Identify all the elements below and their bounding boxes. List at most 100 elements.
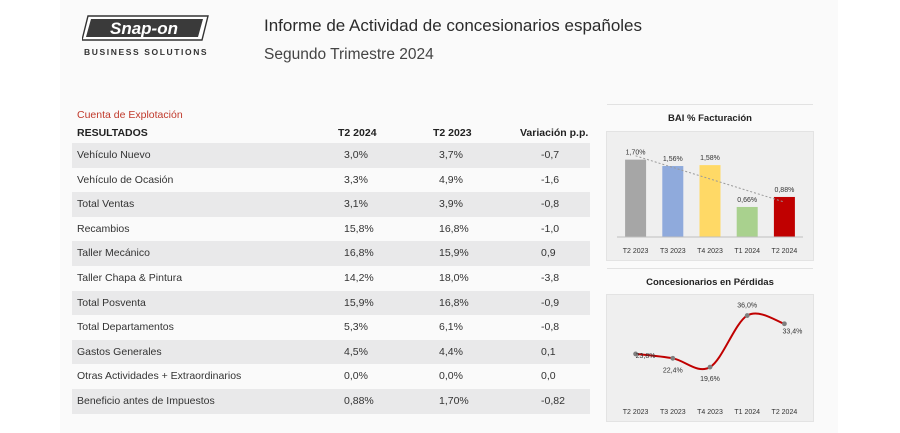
page-title: Informe de Actividad de concesionarios e… xyxy=(264,16,643,35)
x-tick-label: T2 2024 xyxy=(772,409,798,416)
value-t2-2024: 0,0% xyxy=(344,370,368,383)
trendline xyxy=(635,155,785,203)
header-resultados: RESULTADOS xyxy=(77,127,148,139)
bar-2 xyxy=(699,165,721,237)
bar-1 xyxy=(662,166,684,237)
table-row: Vehículo de Ocasión 3,3% 4,9% -1,6 xyxy=(72,168,590,193)
bar-value-label: 1,58% xyxy=(700,155,720,162)
header-t2-2024: T2 2024 xyxy=(338,127,377,139)
value-variacion: -0,8 xyxy=(541,198,560,211)
line-chart-panel: 23,8% T2 2023 22,4% T3 2023 19,6% T4 2023 36,0… xyxy=(606,294,814,422)
logo-tagline: BUSINESS SOLUTIONS xyxy=(84,47,209,57)
value-t2-2024: 4,5% xyxy=(344,345,368,358)
table-row: Otras Actividades + Extraordinarios 0,0% 0… xyxy=(72,364,590,389)
value-t2-2023: 4,9% xyxy=(439,173,463,186)
value-t2-2023: 18,0% xyxy=(439,271,469,284)
table-row: Vehículo Nuevo 3,0% 3,7% -0,7 xyxy=(72,143,590,168)
bar-value-label: 0,66% xyxy=(737,197,757,204)
x-tick-label: T3 2023 xyxy=(660,409,686,416)
page-subtitle: Segundo Trimestre 2024 xyxy=(264,46,434,63)
value-variacion: 0,9 xyxy=(541,247,556,260)
table-row: Gastos Generales 4,5% 4,4% 0,1 xyxy=(72,339,590,365)
point-value-label: 36,0% xyxy=(737,303,757,310)
x-tick-label: T4 2023 xyxy=(697,409,723,416)
value-t2-2024: 16,8% xyxy=(344,247,374,260)
value-variacion: 0,1 xyxy=(541,345,556,358)
x-tick-label: T3 2023 xyxy=(660,248,686,255)
line-point-0 xyxy=(633,351,638,357)
table-row: Total Departamentos 5,3% 6,1% -0,8 xyxy=(72,315,590,340)
x-tick-label: T2 2023 xyxy=(623,409,649,416)
divider xyxy=(607,268,813,269)
point-value-label: 23,8% xyxy=(636,353,656,360)
line-series xyxy=(635,312,785,371)
value-t2-2023: 3,7% xyxy=(439,149,463,161)
table-row: Total Posventa 15,9% 16,8% -0,9 xyxy=(72,290,590,316)
row-label: Recambios xyxy=(77,222,130,235)
bar-0 xyxy=(625,159,647,237)
bar-chart-panel: 1,70% T2 2023 1,56% T3 2023 1,58% T4 2023 0,66… xyxy=(606,131,814,261)
bar-chart: 1,70% T2 2023 1,56% T3 2023 1,58% T4 2023 0,66… xyxy=(617,150,803,255)
value-variacion: -3,8 xyxy=(541,271,560,284)
line-point-1 xyxy=(670,355,676,361)
value-t2-2024: 3,0% xyxy=(344,149,368,161)
header-t2-2023: T2 2023 xyxy=(433,127,472,139)
snap-on-logo: Snap-on BUSINESS SOLUTIONS xyxy=(82,14,212,62)
value-t2-2024: 3,3% xyxy=(344,173,368,186)
value-t2-2023: 6,1% xyxy=(439,321,463,334)
row-label: Total Departamentos xyxy=(77,321,174,334)
value-t2-2023: 0,0% xyxy=(439,370,463,383)
value-t2-2024: 14,2% xyxy=(344,271,374,284)
value-variacion: -0,82 xyxy=(541,394,565,407)
value-t2-2023: 3,9% xyxy=(439,198,463,211)
value-variacion: -0,7 xyxy=(541,149,560,161)
row-label: Total Ventas xyxy=(77,198,135,211)
point-value-label: 22,4% xyxy=(663,367,683,374)
value-t2-2024: 3,1% xyxy=(344,198,368,211)
x-tick-label: T4 2023 xyxy=(697,248,723,255)
x-tick-label: T1 2024 xyxy=(734,409,760,416)
value-t2-2024: 5,3% xyxy=(344,321,368,334)
row-label: Taller Chapa & Pintura xyxy=(77,271,183,284)
bar-chart-title: BAI % Facturación xyxy=(668,113,752,124)
value-variacion: -1,0 xyxy=(541,222,560,235)
table-row: Taller Chapa & Pintura 14,2% 18,0% -3,8 xyxy=(72,266,590,291)
snap-on-wordmark: Snap-on xyxy=(82,15,209,41)
point-value-label: 19,6% xyxy=(700,376,720,383)
value-t2-2023: 15,9% xyxy=(439,247,469,260)
line-point-2 xyxy=(707,364,713,370)
value-t2-2024: 15,8% xyxy=(344,222,374,235)
bar-value-label: 1,70% xyxy=(626,150,646,157)
logo-text: Snap-on xyxy=(110,19,178,38)
row-label: Otras Actividades + Extraordinarios xyxy=(77,370,242,383)
value-t2-2023: 16,8% xyxy=(439,222,469,235)
row-label: Vehículo Nuevo xyxy=(77,149,151,161)
value-t2-2024: 15,9% xyxy=(344,296,374,309)
line-point-4 xyxy=(782,321,787,327)
line-chart-title: Concesionarios en Pérdidas xyxy=(646,277,774,288)
point-value-label: 33,4% xyxy=(782,329,802,336)
x-tick-label: T2 2024 xyxy=(772,248,798,255)
row-label: Taller Mecánico xyxy=(77,247,150,260)
row-label: Gastos Generales xyxy=(77,345,162,358)
bar-value-label: 1,56% xyxy=(663,156,683,163)
row-label: Beneficio antes de Impuestos xyxy=(77,394,215,407)
table-row: Recambios 15,8% 16,8% -1,0 xyxy=(72,217,590,242)
value-variacion: -0,9 xyxy=(541,296,560,309)
value-t2-2023: 1,70% xyxy=(439,394,469,407)
divider xyxy=(607,104,813,105)
value-t2-2023: 16,8% xyxy=(439,296,469,309)
section-label: Cuenta de Explotación xyxy=(77,109,183,121)
table-row: Beneficio antes de Impuestos 0,88% 1,70% -0… xyxy=(72,388,590,414)
x-tick-label: T1 2024 xyxy=(734,248,760,255)
row-label: Vehículo de Ocasión xyxy=(77,173,174,186)
row-label: Total Posventa xyxy=(77,296,146,309)
value-variacion: 0,0 xyxy=(541,370,556,383)
line-chart: 23,8% T2 2023 22,4% T3 2023 19,6% T4 2023 36,0… xyxy=(623,303,803,416)
results-table: Vehículo Nuevo 3,0% 3,7% -0,7 Vehículo de Oc… xyxy=(72,143,590,414)
header-variacion: Variación p.p. xyxy=(520,127,589,139)
bar-3 xyxy=(736,206,758,237)
value-t2-2023: 4,4% xyxy=(439,345,463,358)
table-row: Taller Mecánico 16,8% 15,9% 0,9 xyxy=(72,241,590,266)
table-row: Total Ventas 3,1% 3,9% -0,8 xyxy=(72,192,590,217)
